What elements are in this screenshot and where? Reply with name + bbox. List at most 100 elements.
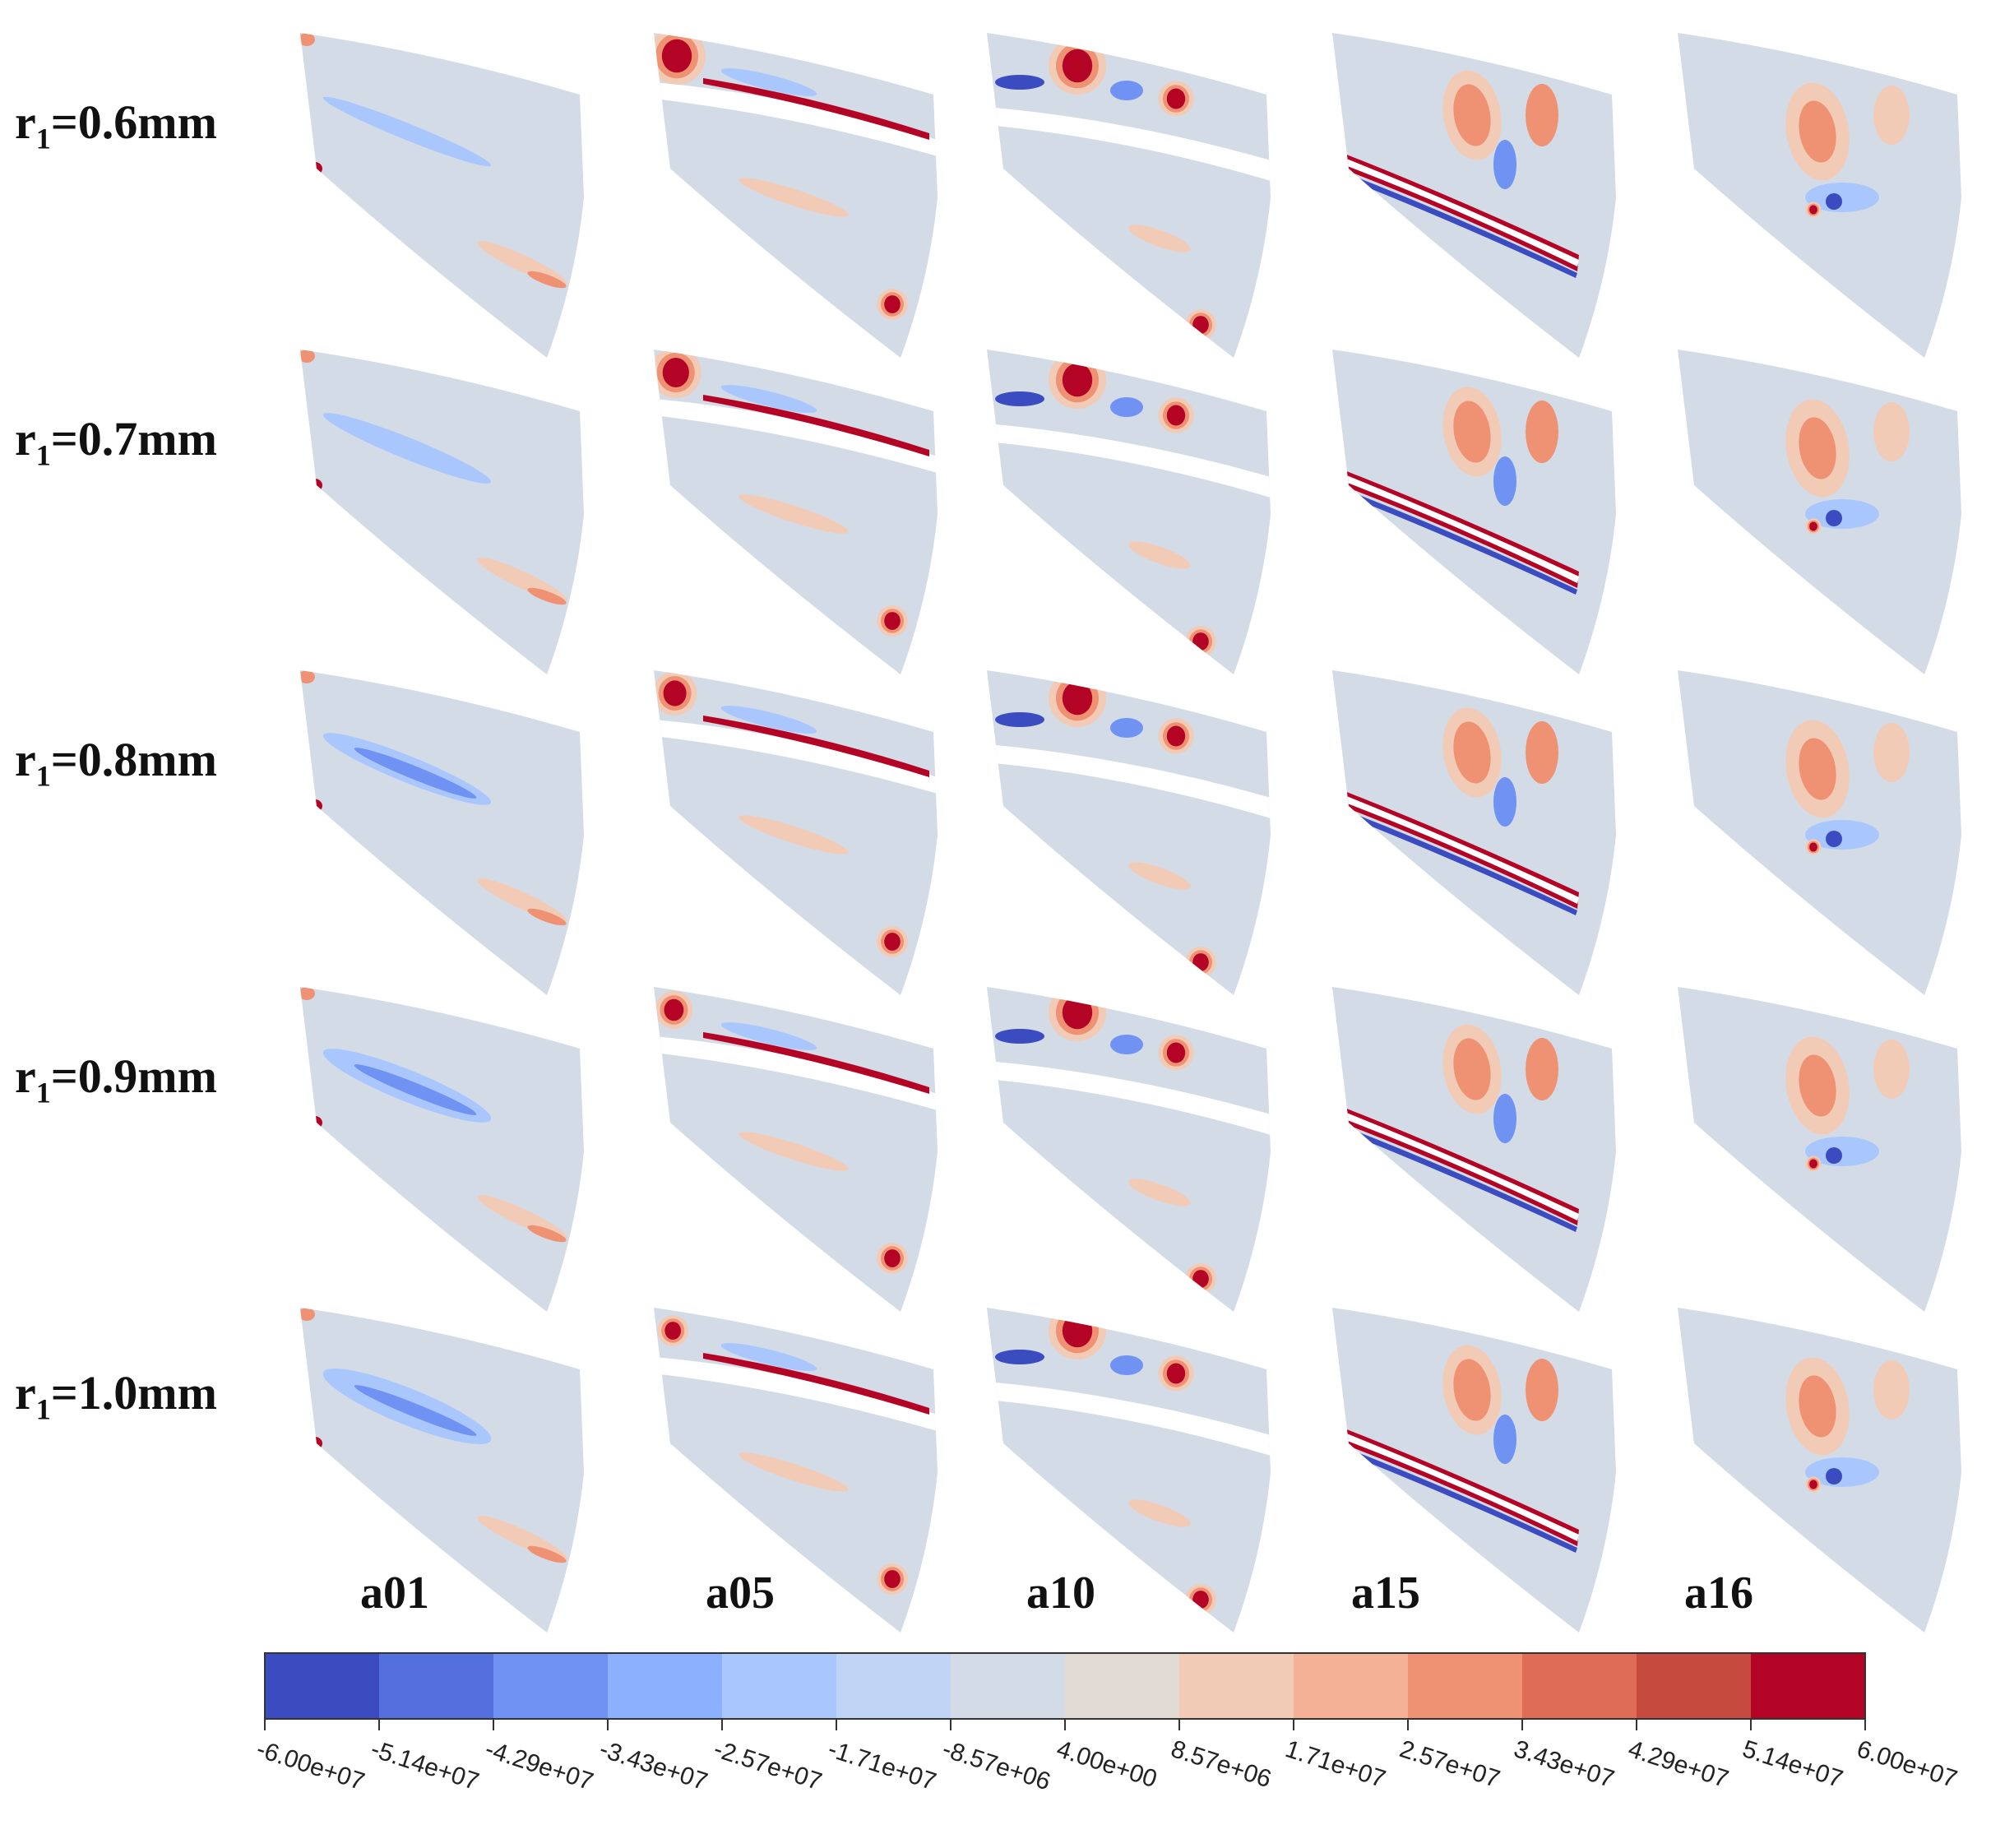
panel-a10-row2: [987, 350, 1271, 674]
diagonal-band-core: [354, 1064, 477, 1115]
lower-red-streak: [739, 1132, 849, 1171]
left-blue-band: [995, 1029, 1044, 1044]
small-hotspot-core: [1809, 521, 1817, 531]
row-label: r1=0.7mm: [15, 412, 217, 472]
panel-a10-row4: [987, 987, 1271, 1312]
diagonal-band: [322, 413, 492, 484]
top-left-spot: [300, 350, 315, 363]
edge-hotspot-halo: [1222, 54, 1253, 86]
blue-spot: [1826, 1147, 1842, 1164]
slot-blue-band: [1339, 171, 1577, 278]
column-label: a16: [1684, 1568, 1753, 1619]
right-red-blob: [1526, 1359, 1558, 1421]
main-red-blob-core: [1453, 84, 1491, 146]
left-blue-band: [995, 75, 1044, 90]
lower-blue-band: [1805, 183, 1879, 212]
panel-background: [300, 33, 584, 358]
white-slot: [1339, 794, 1579, 904]
column-label: a15: [1351, 1568, 1420, 1619]
slot-blue-band: [1339, 488, 1577, 595]
edge-hotspot-core: [1229, 1336, 1246, 1354]
blue-pocket: [1493, 777, 1516, 827]
white-gap: [987, 1061, 1271, 1135]
small-hotspot-core: [1809, 842, 1817, 852]
lower-red-streak: [739, 1452, 849, 1492]
right-red-blob: [1873, 86, 1910, 145]
mid-left-hotspot-core: [685, 1474, 697, 1487]
lower-hotspot-core: [1192, 632, 1209, 651]
edge-hotspot-mid: [1226, 374, 1249, 399]
upper-blue-band: [720, 385, 817, 413]
lower-blue-band: [1805, 1137, 1879, 1166]
mid-left-hotspot-core: [685, 1153, 697, 1166]
panel-a16-row5: [1678, 1308, 1961, 1633]
right-hotspot-core: [1166, 1363, 1186, 1384]
white-gap: [987, 744, 1271, 818]
large-hotspot-core: [1062, 1313, 1093, 1348]
lower-hotspot-core: [1192, 953, 1209, 971]
right-red-blob: [1526, 84, 1558, 146]
edge-hotspot-halo: [1222, 1008, 1253, 1040]
white-slot: [1339, 156, 1579, 266]
upper-hotspot-core: [662, 358, 689, 387]
main-red-blob-core: [1799, 1375, 1836, 1438]
mid-left-hotspot-halo: [680, 832, 701, 854]
upper-hotspot-core: [664, 998, 684, 1021]
panel-a16-row1: [1678, 33, 1961, 358]
slot-blue-band: [1339, 1446, 1577, 1553]
upper-hotspot-core: [664, 1322, 681, 1340]
main-red-blob-core: [1453, 1359, 1491, 1421]
red-gap-edge: [703, 395, 929, 456]
panel-a10-row3: [987, 670, 1271, 995]
edge-hotspot-halo: [1222, 1329, 1253, 1360]
right-red-blob: [1873, 402, 1910, 461]
lower-hotspot-core: [1192, 316, 1209, 334]
mid-left-hotspot-halo: [680, 1149, 701, 1170]
lower-hotspot-core: [884, 1249, 901, 1267]
panel-a01-row3: [300, 670, 584, 995]
edge-hotspot-mid: [1226, 695, 1249, 720]
diagonal-band-core: [354, 1385, 477, 1436]
blue-pocket: [1110, 1355, 1143, 1375]
mid-left-hotspot-mid: [683, 1472, 698, 1489]
panel-background: [300, 987, 584, 1312]
blue-pocket: [1110, 397, 1143, 417]
panel-a16-row4: [1678, 987, 1961, 1312]
mid-left-hotspot-halo: [680, 1470, 701, 1491]
right-hotspot-core: [1166, 405, 1186, 426]
top-left-spot: [300, 33, 315, 46]
panel-a05-row4: [654, 987, 938, 1312]
panel-a01-row4: [300, 987, 584, 1312]
panel-a15-row3: [1332, 670, 1616, 995]
lower-red-streak: [1128, 225, 1191, 252]
mid-left-hotspot-mid: [683, 835, 698, 851]
bottom-left-spot: [308, 162, 322, 175]
lower-red-streak: [739, 178, 849, 217]
panel-a15-row4: [1332, 987, 1616, 1312]
row-label: r1=0.9mm: [15, 1049, 217, 1109]
row-label: r1=0.6mm: [15, 95, 217, 155]
slot-blue-band: [1339, 808, 1577, 915]
blue-pocket: [1493, 1415, 1516, 1464]
edge-hotspot-core: [1229, 1015, 1246, 1033]
lower-blue-band: [1805, 820, 1879, 850]
red-gap-edge: [703, 78, 929, 140]
lower-hotspot-core: [884, 295, 901, 313]
small-hotspot-core: [1809, 1480, 1817, 1489]
panel-background: [987, 350, 1271, 674]
main-red-blob-core: [1799, 100, 1836, 163]
white-gap: [654, 1357, 938, 1431]
large-hotspot-core: [1062, 363, 1093, 397]
mid-left-hotspot-core: [685, 836, 697, 850]
edge-hotspot-core: [1229, 61, 1246, 79]
edge-hotspot-core: [1229, 377, 1246, 396]
upper-hotspot-core: [663, 680, 687, 706]
upper-blue-band: [720, 1022, 817, 1050]
top-left-spot: [300, 670, 315, 683]
white-gap: [987, 1382, 1271, 1456]
lower-red-spot: [527, 1545, 567, 1563]
panel-a15-row2: [1332, 350, 1616, 674]
upper-blue-band: [720, 1343, 817, 1371]
large-hotspot-core: [1062, 681, 1093, 716]
